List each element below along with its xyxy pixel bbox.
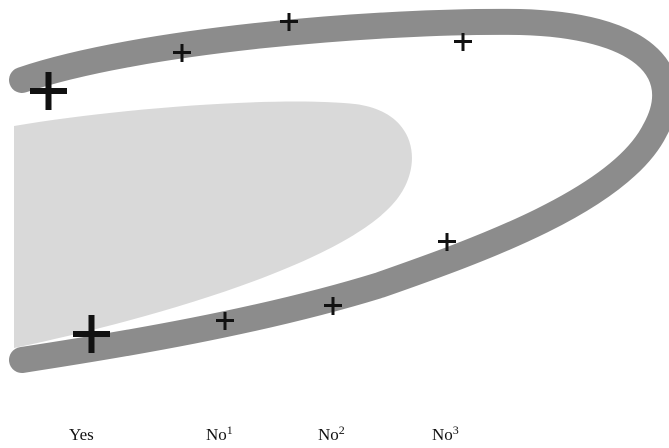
label-no-3-text: No: [432, 425, 453, 444]
plus-marker-small: [216, 312, 234, 330]
plus-marker-large-top: [30, 72, 67, 110]
label-no-3: No3: [432, 423, 459, 444]
label-no-1-text: No: [206, 425, 227, 444]
horseshoe-band: [9, 8, 669, 373]
label-no-1: No1: [206, 423, 233, 444]
label-no-3-sup: 3: [452, 423, 459, 437]
label-no-2-sup: 2: [338, 423, 345, 437]
label-no-2: No2: [318, 423, 345, 444]
label-yes-text: Yes: [69, 425, 94, 444]
label-yes: Yes: [69, 426, 94, 443]
label-no-2-text: No: [318, 425, 339, 444]
shaded-region: [14, 101, 412, 348]
plus-marker-large-bottom: [73, 315, 110, 353]
plus-marker-small: [454, 33, 472, 51]
label-no-1-sup: 1: [226, 423, 233, 437]
plus-marker-small: [438, 233, 456, 251]
plus-marker-small: [280, 13, 298, 31]
plus-marker-small: [324, 297, 342, 315]
plus-marker-small: [173, 44, 191, 62]
